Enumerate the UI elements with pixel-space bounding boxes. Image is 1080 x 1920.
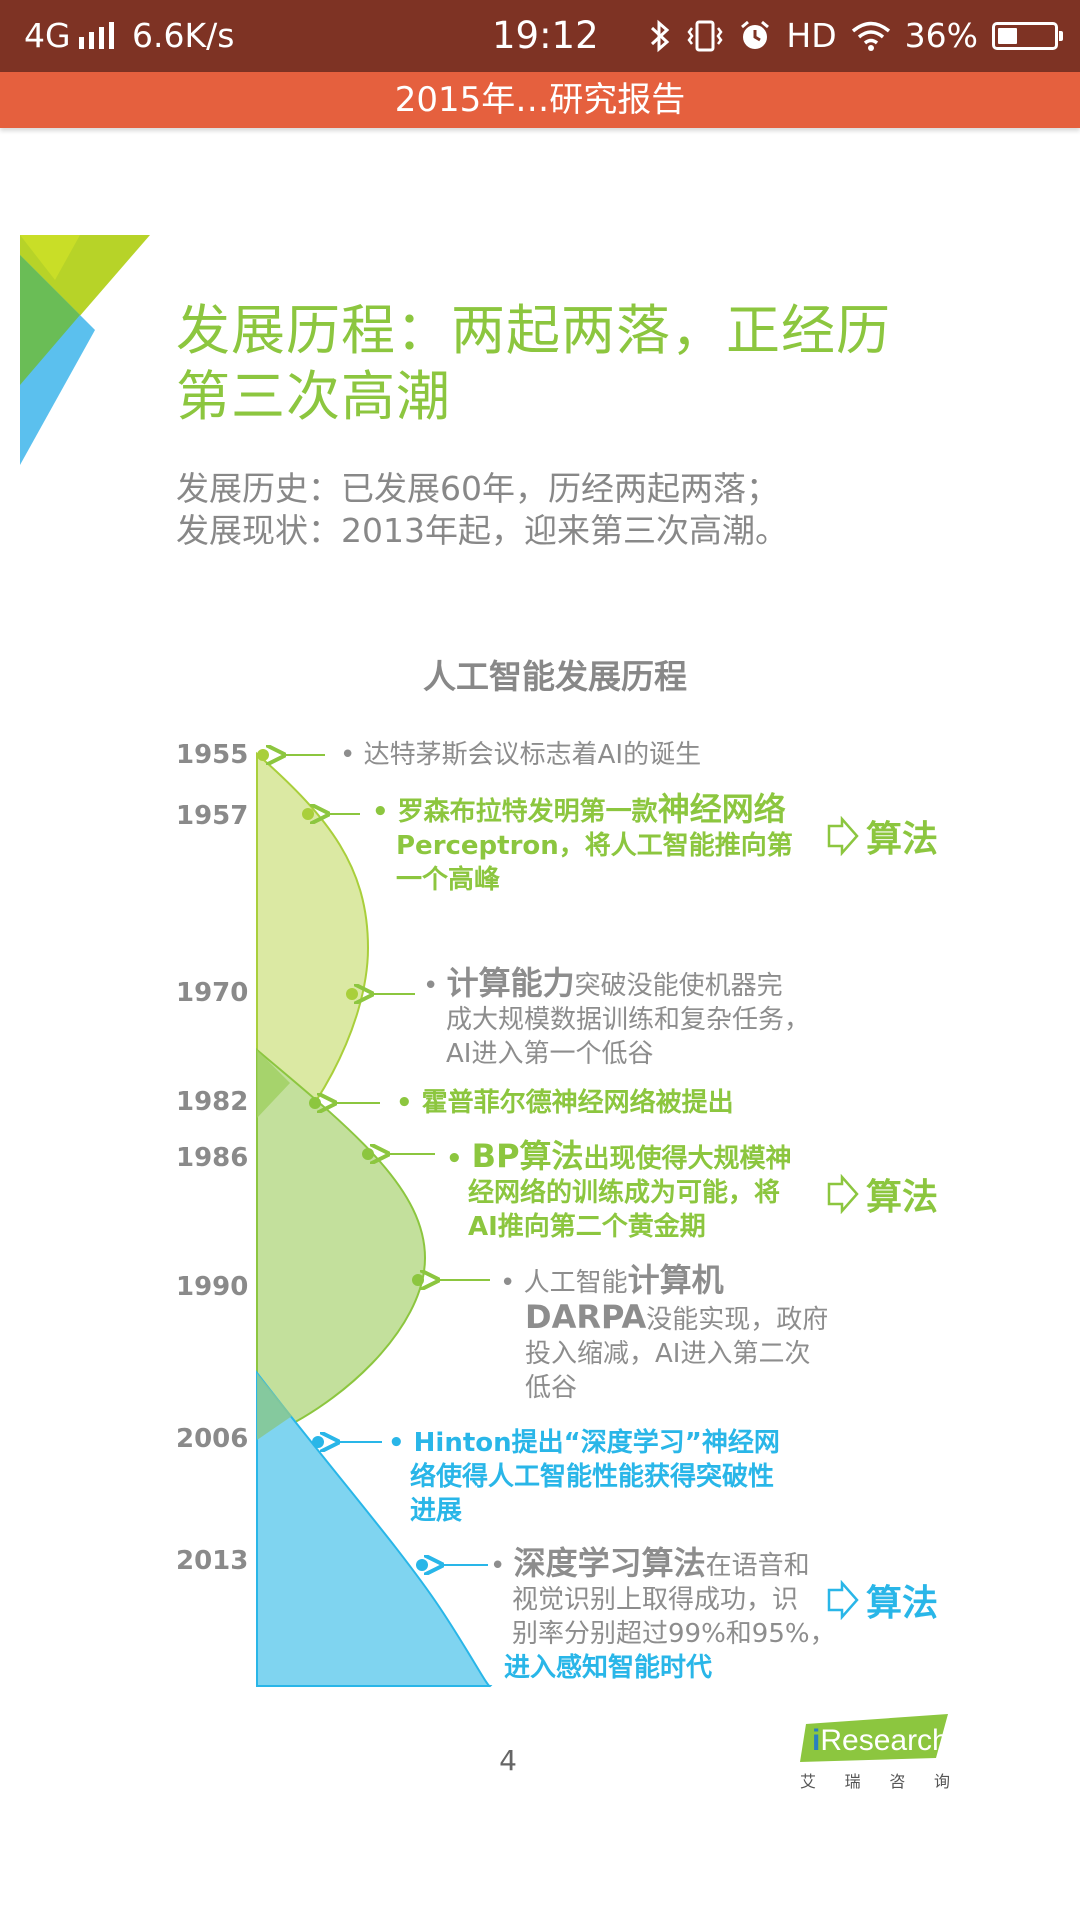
wave-overlap-1 <box>257 1050 290 1118</box>
clock: 19:12 <box>492 14 599 57</box>
network-indicator: 4G <box>24 0 119 72</box>
logo-char: 询 <box>933 1772 950 1791</box>
event-highlight: 神经网络 <box>657 790 786 828</box>
event-rest: 突破没能使机器完 <box>574 971 783 1001</box>
dot-2013 <box>416 1559 428 1571</box>
event-highlight: BP算法 <box>471 1137 584 1175</box>
wifi-icon <box>851 21 890 51</box>
dot-1990 <box>412 1274 424 1286</box>
document-title: 2015年…研究报告 <box>394 80 686 120</box>
event-highlight: DARPA <box>525 1298 647 1336</box>
page-number: 4 <box>499 1744 517 1777</box>
battery-level-fill <box>998 28 1017 44</box>
event-line: Perceptron，将人工智能推向第 <box>396 831 793 861</box>
event-highlight: 计算能力 <box>446 964 575 1002</box>
vibrate-icon <box>687 20 723 52</box>
algorithm-callout: 算法 <box>826 1168 938 1220</box>
dot-1986 <box>362 1148 374 1160</box>
event-highlight: 计算机 <box>627 1261 724 1299</box>
bluetooth-icon <box>651 19 670 53</box>
event-rest: 在语音和 <box>705 1551 810 1581</box>
document-title-bar[interactable]: 2015年…研究报告 <box>0 72 1080 128</box>
event-highlight: 深度学习算法 <box>513 1544 706 1582</box>
year-label: 1990 <box>176 1272 249 1302</box>
event-line: 一个高峰 <box>396 865 501 895</box>
corner-decoration <box>20 235 150 465</box>
year-label: 1982 <box>176 1087 249 1117</box>
year-label: 2006 <box>176 1424 249 1454</box>
event-text: 达特茅斯会议标志着AI的诞生 <box>363 740 702 770</box>
logo-char: 瑞 <box>844 1772 861 1791</box>
event-line: 投入缩减，AI进入第二次 <box>525 1339 811 1369</box>
dot-1982 <box>309 1097 321 1109</box>
timeline-event-1982: • 霍普菲尔德神经网络被提出 <box>396 1088 734 1118</box>
event-line: 视觉识别上取得成功，识 <box>512 1585 799 1615</box>
timeline-event-1955: • 达特茅斯会议标志着AI的诞生 <box>340 740 702 770</box>
timeline-event-1970: • 计算能力突破没能使机器完 成大规模数据训练和复杂任务， AI进入第一个低谷 <box>423 966 853 1071</box>
event-line: 成大规模数据训练和复杂任务， <box>446 1005 811 1035</box>
signal-icon <box>78 22 114 49</box>
alarm-icon <box>741 20 770 49</box>
battery-percent: 36% <box>904 16 978 55</box>
logo-char: 艾 <box>800 1772 817 1791</box>
logo-subtitle: 艾 瑞 咨 询 <box>800 1768 950 1792</box>
timeline-event-2006: • Hinton提出“深度学习”神经网 络使得人工智能性能获得突破性 进展 <box>388 1426 828 1528</box>
wave-overlap-2 <box>257 1373 292 1440</box>
event-line-highlight: 进入感知智能时代 <box>504 1653 713 1683</box>
event-line: AI推向第二个黄金期 <box>468 1212 706 1242</box>
timeline-event-1990: • 人工智能计算机 DARPA没能实现，政府 投入缩减，AI进入第二次 低谷 <box>500 1263 860 1405</box>
document-page[interactable]: 发展历程：两起两落，正经历第三次高潮 发展历史：已发展60年，历经两起两落； 发… <box>0 128 1080 1920</box>
dot-2006 <box>312 1436 324 1448</box>
event-lead: 罗森布拉特发明第一款 <box>397 797 658 827</box>
chart-title: 人工智能发展历程 <box>423 657 687 696</box>
timeline-event-2013: • 深度学习算法在语音和 视觉识别上取得成功，识 别率分别超过99%和95%， … <box>490 1546 870 1685</box>
event-line: 进展 <box>410 1496 463 1526</box>
status-icons: HD 36% <box>648 0 1063 72</box>
timeline-waves <box>256 128 493 1688</box>
algorithm-label: 算法 <box>866 1177 939 1218</box>
year-label: 2013 <box>176 1546 249 1576</box>
event-text: 霍普菲尔德神经网络被提出 <box>421 1088 734 1118</box>
hollow-arrow-icon <box>827 1580 859 1620</box>
network-type: 4G <box>24 16 71 55</box>
event-line: AI进入第一个低谷 <box>446 1039 654 1069</box>
event-line: 络使得人工智能性能获得突破性 <box>410 1462 775 1492</box>
logo-char: 咨 <box>889 1772 906 1791</box>
year-label: 1957 <box>176 801 249 831</box>
subtitle-line: 发展现状：2013年起，迎来第三次高潮。 <box>176 511 788 550</box>
event-line: 低谷 <box>525 1373 578 1403</box>
status-bar: 4G 6.6K/s 19:12 HD 36% <box>0 0 1080 72</box>
wave-second-peak <box>256 1047 427 1442</box>
event-rest: 出现使得大规模神 <box>583 1144 792 1174</box>
battery-icon <box>992 22 1063 50</box>
hollow-arrow-icon <box>827 1174 859 1214</box>
hollow-arrow-icon <box>827 816 859 856</box>
logo-text: iResearch <box>812 1724 949 1757</box>
page-heading: 发展历程：两起两落，正经历第三次高潮 <box>176 299 891 428</box>
timeline-markers <box>257 749 490 1571</box>
network-speed: 6.6K/s <box>132 16 235 55</box>
year-label: 1970 <box>176 978 249 1008</box>
event-rest: 没能实现，政府 <box>646 1305 829 1335</box>
year-label: 1955 <box>176 740 249 770</box>
timeline-event-1986: • BP算法出现使得大规模神 经网络的训练成为可能，将 AI推向第二个黄金期 <box>446 1139 826 1244</box>
wave-third-peak <box>256 1370 493 1688</box>
dot-1970 <box>346 988 358 1000</box>
algorithm-callout: 算法 <box>826 810 938 862</box>
subtitle-line: 发展历史：已发展60年，历经两起两落； <box>176 469 779 508</box>
dot-1955 <box>257 749 269 761</box>
algorithm-label: 算法 <box>866 1583 939 1624</box>
algorithm-callout: 算法 <box>826 1574 938 1626</box>
algorithm-label: 算法 <box>866 819 939 860</box>
subtitle: 发展历史：已发展60年，历经两起两落； 发展现状：2013年起，迎来第三次高潮。 <box>176 468 936 552</box>
hd-indicator: HD <box>786 16 837 55</box>
event-lead: 人工智能 <box>523 1268 628 1298</box>
event-line: 经网络的训练成为可能，将 <box>468 1178 781 1208</box>
timeline-event-1957: • 罗森布拉特发明第一款神经网络 Perceptron，将人工智能推向第 一个高… <box>372 792 832 897</box>
iresearch-logo: iResearch <box>800 1714 949 1762</box>
year-label: 1986 <box>176 1143 249 1173</box>
event-text: Hinton提出“深度学习”神经网 <box>413 1428 780 1458</box>
event-line: 别率分别超过99%和95%， <box>512 1619 836 1649</box>
dot-1957 <box>302 808 314 820</box>
